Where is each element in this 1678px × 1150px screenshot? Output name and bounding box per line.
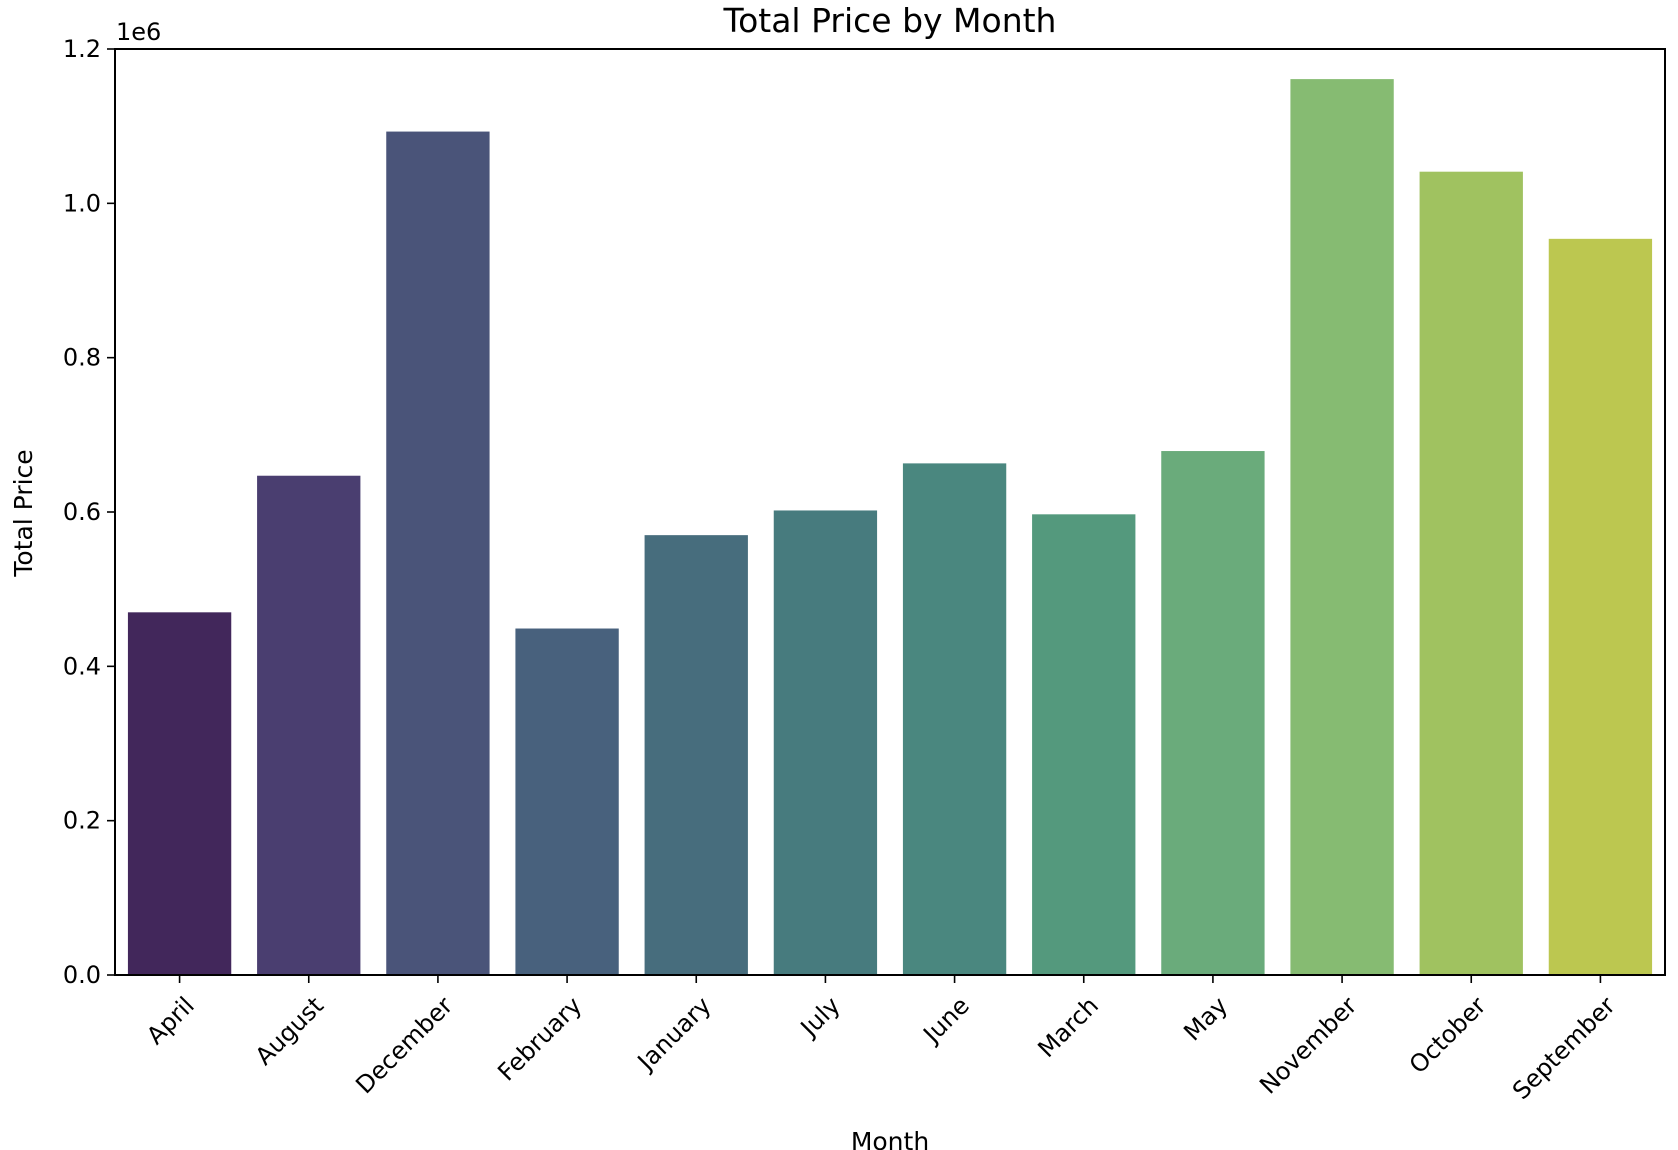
bar-july <box>773 510 878 975</box>
y-tick-label: 1.2 <box>63 35 101 63</box>
bars-group <box>127 79 1653 976</box>
bar-october <box>1419 171 1523 975</box>
bar-february <box>515 628 619 975</box>
y-tick-label: 0.4 <box>63 652 101 680</box>
y-tick-label: 0.6 <box>63 498 101 526</box>
bar-january <box>644 535 748 975</box>
bar-june <box>902 463 1007 975</box>
plot-frame <box>114 48 1666 976</box>
bar-april <box>127 612 232 975</box>
x-axis-label: Month <box>851 1127 929 1150</box>
bar-september <box>1548 238 1653 975</box>
y-tick-label: 1.0 <box>63 189 101 217</box>
y-tick-label: 0.8 <box>63 344 101 372</box>
bar-august <box>257 475 361 975</box>
chart-title: Total Price by Month <box>723 1 1057 40</box>
y-axis-label: Total Price <box>9 449 38 577</box>
y-axis-ticks: 0.0 0.2 0.4 0.6 0.8 1.0 1.2 <box>63 35 115 989</box>
y-tick-label: 0.0 <box>63 961 101 989</box>
y-tick-label: 0.2 <box>63 807 101 835</box>
bar-march <box>1032 514 1136 975</box>
bar-may <box>1161 451 1265 975</box>
y-axis-offset-label: 1e6 <box>116 18 161 46</box>
bar-december <box>386 131 490 975</box>
bar-november <box>1290 79 1394 976</box>
